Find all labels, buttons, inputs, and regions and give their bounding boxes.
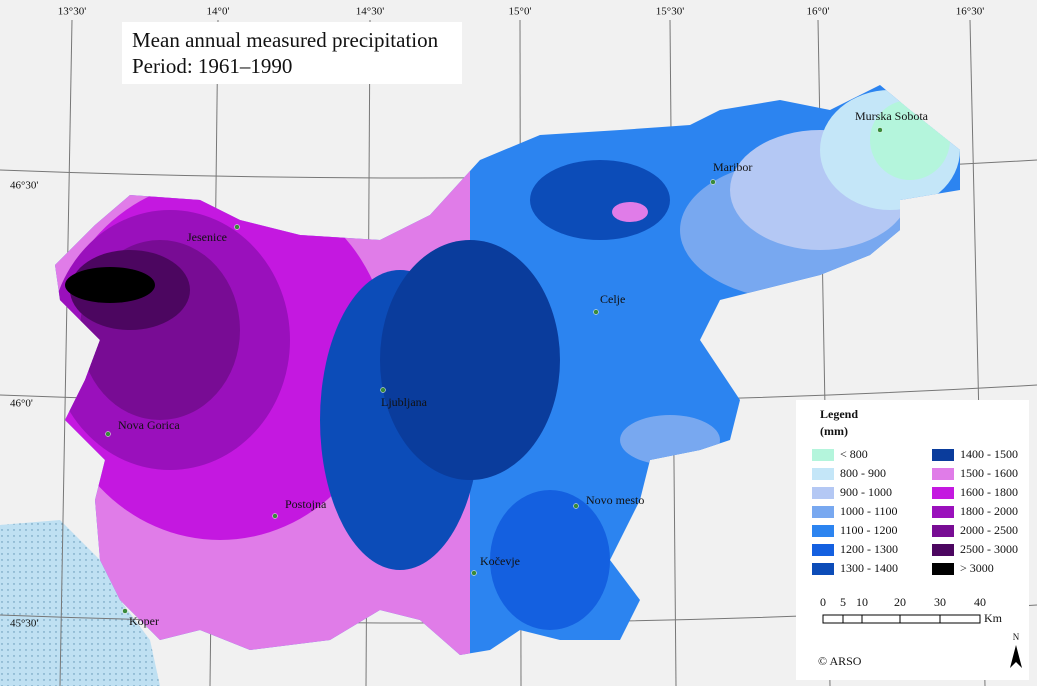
legend-swatch — [812, 468, 834, 480]
legend-label: 1300 - 1400 — [840, 561, 898, 575]
city-label: Ljubljana — [381, 395, 428, 409]
sea — [0, 520, 160, 686]
legend-swatch — [932, 525, 954, 537]
scale-bar — [822, 614, 981, 624]
city-label: Murska Sobota — [855, 109, 929, 123]
city-marker — [593, 309, 599, 315]
legend-label: 1400 - 1500 — [960, 447, 1018, 461]
latitude-label: 45°30' — [10, 618, 38, 630]
legend-label: 1600 - 1800 — [960, 485, 1018, 499]
city-label: Nova Gorica — [118, 418, 180, 432]
city-marker — [234, 224, 240, 230]
map-title: Mean annual measured precipitation — [132, 28, 439, 52]
scale-label: 40 — [974, 595, 986, 609]
longitude-label: 13°30' — [58, 6, 86, 18]
scale-label: 20 — [894, 595, 906, 609]
legend-swatch — [812, 449, 834, 461]
latitude-label: 46°0' — [10, 398, 33, 410]
city-label: Maribor — [713, 160, 752, 174]
legend-swatch — [932, 468, 954, 480]
legend-swatch — [932, 563, 954, 575]
city-label: Celje — [600, 292, 625, 306]
scale-label: 0 — [820, 595, 826, 609]
longitude-label: 14°0' — [207, 6, 230, 18]
credit: © ARSO — [818, 654, 862, 668]
legend-swatch — [932, 506, 954, 518]
legend-label: 1800 - 2000 — [960, 504, 1018, 518]
legend-label: > 3000 — [960, 561, 994, 575]
city-marker — [573, 503, 579, 509]
legend-swatch — [812, 525, 834, 537]
legend-label: 1000 - 1100 — [840, 504, 898, 518]
legend-label: < 800 — [840, 447, 868, 461]
city-label: Novo mesto — [586, 493, 644, 507]
city-marker — [877, 127, 883, 133]
city-marker — [710, 179, 716, 185]
legend-swatch — [932, 487, 954, 499]
latitude-label: 46°30' — [10, 180, 38, 192]
legend-label: 2500 - 3000 — [960, 542, 1018, 556]
north-label: N — [1013, 632, 1020, 642]
city-marker — [272, 513, 278, 519]
city-label: Postojna — [285, 497, 327, 511]
title-box — [122, 22, 462, 84]
city-marker — [105, 431, 111, 437]
legend-label: 2000 - 2500 — [960, 523, 1018, 537]
legend-swatch — [812, 544, 834, 556]
longitude-label: 14°30' — [356, 6, 384, 18]
legend-box — [796, 400, 1029, 680]
scale-label: 30 — [934, 595, 946, 609]
map-subtitle: Period: 1961–1990 — [132, 54, 292, 78]
longitude-label: 16°0' — [807, 6, 830, 18]
legend-swatch — [812, 487, 834, 499]
longitude-label: 16°30' — [956, 6, 984, 18]
city-marker — [380, 387, 386, 393]
legend-label: 1500 - 1600 — [960, 466, 1018, 480]
city-marker — [471, 570, 477, 576]
legend-label: 1200 - 1300 — [840, 542, 898, 556]
scale-unit: Km — [984, 611, 1003, 625]
legend-swatch — [932, 449, 954, 461]
legend-label: 1100 - 1200 — [840, 523, 898, 537]
legend-swatch — [812, 563, 834, 575]
city-marker — [122, 608, 128, 614]
legend-label: 800 - 900 — [840, 466, 886, 480]
longitude-label: 15°30' — [656, 6, 684, 18]
legend-swatch — [932, 544, 954, 556]
legend-title: Legend — [820, 407, 858, 421]
scale-label: 5 — [840, 595, 846, 609]
legend-label: 900 - 1000 — [840, 485, 892, 499]
scale-label: 10 — [856, 595, 868, 609]
city-label: Kočevje — [480, 554, 520, 568]
city-label: Jesenice — [187, 230, 227, 244]
legend-unit: (mm) — [820, 424, 848, 438]
city-label: Koper — [129, 614, 159, 628]
legend-swatch — [812, 506, 834, 518]
north-arrow — [1010, 645, 1022, 668]
longitude-label: 15°0' — [509, 6, 532, 18]
